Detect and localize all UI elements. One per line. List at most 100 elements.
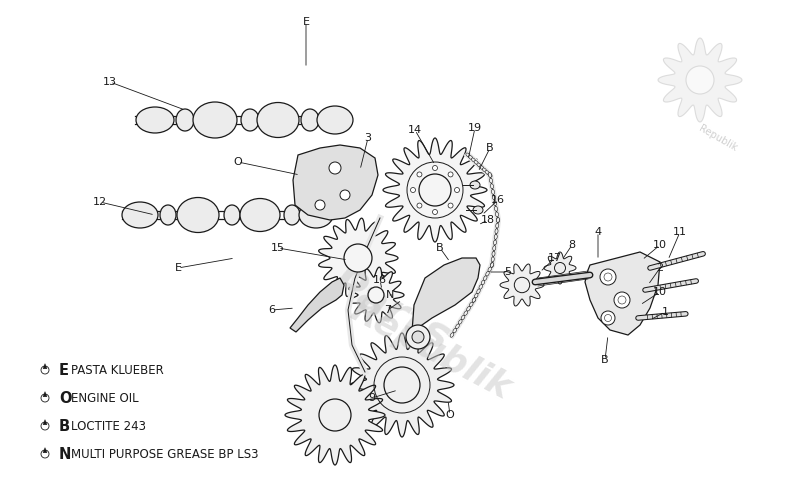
Polygon shape: [349, 267, 404, 323]
Circle shape: [618, 296, 626, 304]
Circle shape: [412, 331, 424, 343]
Ellipse shape: [479, 285, 482, 289]
Polygon shape: [290, 278, 344, 332]
Circle shape: [419, 174, 451, 206]
Ellipse shape: [450, 333, 454, 337]
Circle shape: [410, 188, 415, 193]
Text: E: E: [302, 17, 310, 27]
Text: 10: 10: [653, 287, 667, 297]
Ellipse shape: [488, 173, 492, 177]
Circle shape: [604, 273, 612, 281]
Text: 1: 1: [662, 307, 669, 317]
Circle shape: [315, 200, 325, 210]
Circle shape: [329, 162, 341, 174]
Ellipse shape: [494, 206, 498, 211]
Text: MULTI PURPOSE GREASE BP LS3: MULTI PURPOSE GREASE BP LS3: [71, 447, 258, 461]
Ellipse shape: [491, 257, 494, 262]
Text: B: B: [601, 355, 609, 365]
Ellipse shape: [176, 109, 194, 131]
Text: 10: 10: [653, 240, 667, 250]
Ellipse shape: [472, 297, 476, 302]
Ellipse shape: [160, 205, 176, 225]
Circle shape: [600, 269, 616, 285]
Text: 4: 4: [594, 227, 602, 237]
Circle shape: [433, 166, 438, 171]
Ellipse shape: [480, 166, 484, 170]
Ellipse shape: [477, 163, 481, 167]
Ellipse shape: [472, 298, 476, 302]
Text: N: N: [59, 446, 71, 462]
Circle shape: [433, 210, 438, 215]
Ellipse shape: [240, 198, 280, 231]
Ellipse shape: [461, 315, 465, 320]
Text: 3: 3: [365, 133, 371, 143]
Ellipse shape: [482, 168, 486, 172]
Circle shape: [417, 172, 422, 177]
Text: B: B: [436, 243, 444, 253]
Polygon shape: [43, 419, 47, 425]
Ellipse shape: [495, 212, 498, 217]
Polygon shape: [43, 447, 47, 453]
Ellipse shape: [301, 109, 319, 131]
Text: 9: 9: [369, 393, 375, 403]
Ellipse shape: [483, 276, 487, 280]
Polygon shape: [285, 365, 385, 465]
Text: 13: 13: [103, 77, 117, 87]
Circle shape: [448, 203, 453, 208]
Text: E: E: [174, 263, 182, 273]
Polygon shape: [585, 252, 660, 335]
Ellipse shape: [453, 328, 457, 333]
Ellipse shape: [241, 109, 259, 131]
Ellipse shape: [470, 302, 473, 307]
Ellipse shape: [492, 251, 495, 256]
Text: ENGINE OIL: ENGINE OIL: [71, 392, 138, 405]
Text: Republik: Republik: [344, 294, 516, 407]
Ellipse shape: [494, 240, 497, 245]
Ellipse shape: [493, 195, 495, 200]
Ellipse shape: [494, 234, 498, 239]
Ellipse shape: [470, 181, 480, 189]
Text: Republik: Republik: [697, 123, 739, 153]
Ellipse shape: [257, 102, 299, 138]
Ellipse shape: [490, 184, 494, 189]
Circle shape: [406, 325, 430, 349]
Polygon shape: [43, 392, 47, 397]
Ellipse shape: [466, 306, 470, 311]
Circle shape: [454, 188, 459, 193]
Ellipse shape: [177, 197, 219, 232]
Circle shape: [686, 66, 714, 94]
Ellipse shape: [224, 205, 240, 225]
Text: O: O: [446, 410, 454, 420]
Text: Parts: Parts: [322, 261, 458, 359]
Ellipse shape: [473, 206, 483, 214]
Ellipse shape: [482, 280, 485, 285]
Polygon shape: [658, 38, 742, 122]
Text: 12: 12: [93, 197, 107, 207]
Ellipse shape: [490, 263, 494, 268]
Text: B: B: [486, 143, 494, 153]
Polygon shape: [43, 364, 47, 369]
Text: PASTA KLUEBER: PASTA KLUEBER: [71, 364, 164, 376]
Ellipse shape: [497, 218, 499, 222]
Circle shape: [344, 244, 372, 272]
Circle shape: [614, 292, 630, 308]
Text: 5: 5: [505, 267, 511, 277]
Text: 14: 14: [408, 125, 422, 135]
Circle shape: [417, 203, 422, 208]
Ellipse shape: [458, 319, 462, 324]
Circle shape: [340, 190, 350, 200]
Ellipse shape: [477, 289, 480, 294]
Ellipse shape: [486, 271, 490, 276]
Text: 11: 11: [673, 227, 687, 237]
Ellipse shape: [489, 172, 491, 177]
Ellipse shape: [488, 267, 491, 271]
Text: N: N: [386, 290, 394, 300]
Polygon shape: [412, 258, 480, 332]
Circle shape: [514, 277, 530, 293]
Ellipse shape: [491, 190, 494, 195]
Text: 2: 2: [657, 263, 663, 273]
Ellipse shape: [494, 200, 497, 206]
Circle shape: [554, 263, 566, 273]
Ellipse shape: [497, 218, 499, 222]
Text: 6: 6: [269, 305, 275, 315]
